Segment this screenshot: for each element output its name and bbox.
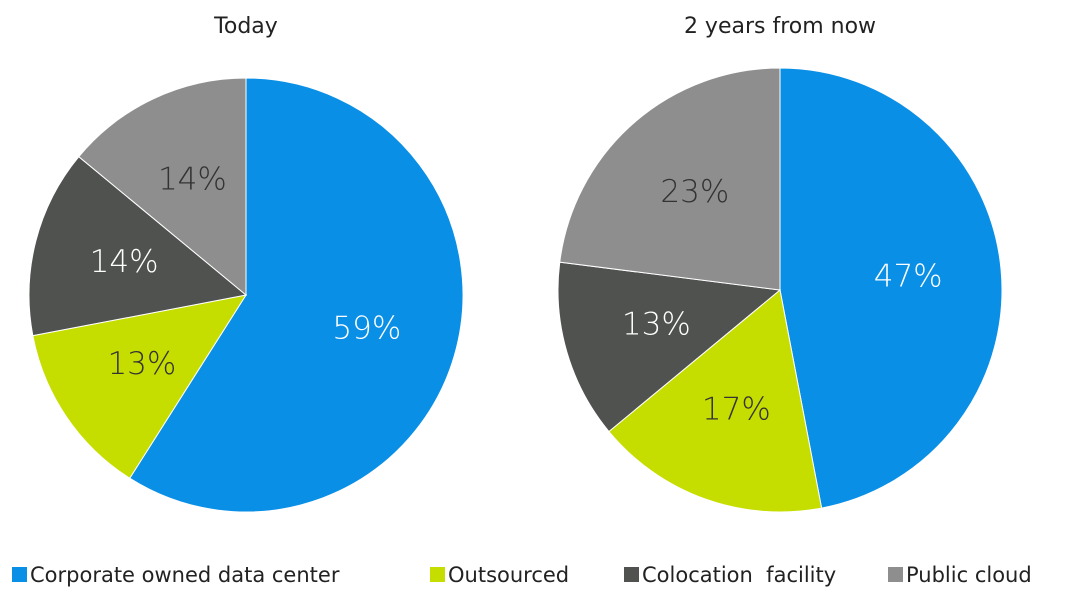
- data-label: 13%: [622, 306, 691, 342]
- legend-label: Corporate owned data center: [30, 563, 340, 587]
- legend-swatch: [430, 567, 445, 582]
- pie-slice: [557, 261, 782, 433]
- pie-slice: [32, 294, 248, 479]
- pie-slice: [559, 67, 781, 291]
- pie-slice: [78, 77, 247, 297]
- pie-slice: [28, 155, 248, 337]
- legend-swatch: [12, 567, 27, 582]
- data-label: 23%: [660, 174, 729, 210]
- legend-label: Outsourced: [448, 563, 569, 587]
- pie-slice: [779, 67, 1003, 509]
- legend-swatch: [888, 567, 903, 582]
- pie-slice: [608, 289, 823, 513]
- data-label: 14%: [158, 162, 227, 198]
- legend-label: Colocation facility: [642, 563, 836, 587]
- data-label: 13%: [107, 346, 176, 382]
- data-label: 14%: [90, 244, 159, 280]
- legend-label: Public cloud: [906, 563, 1032, 587]
- pie-slice: [129, 77, 464, 513]
- chart-title: Today: [213, 14, 278, 39]
- data-label: 17%: [702, 392, 771, 428]
- data-label: 47%: [874, 258, 943, 294]
- legend-swatch: [624, 567, 639, 582]
- data-label: 59%: [332, 311, 401, 347]
- chart-title: 2 years from now: [684, 14, 876, 39]
